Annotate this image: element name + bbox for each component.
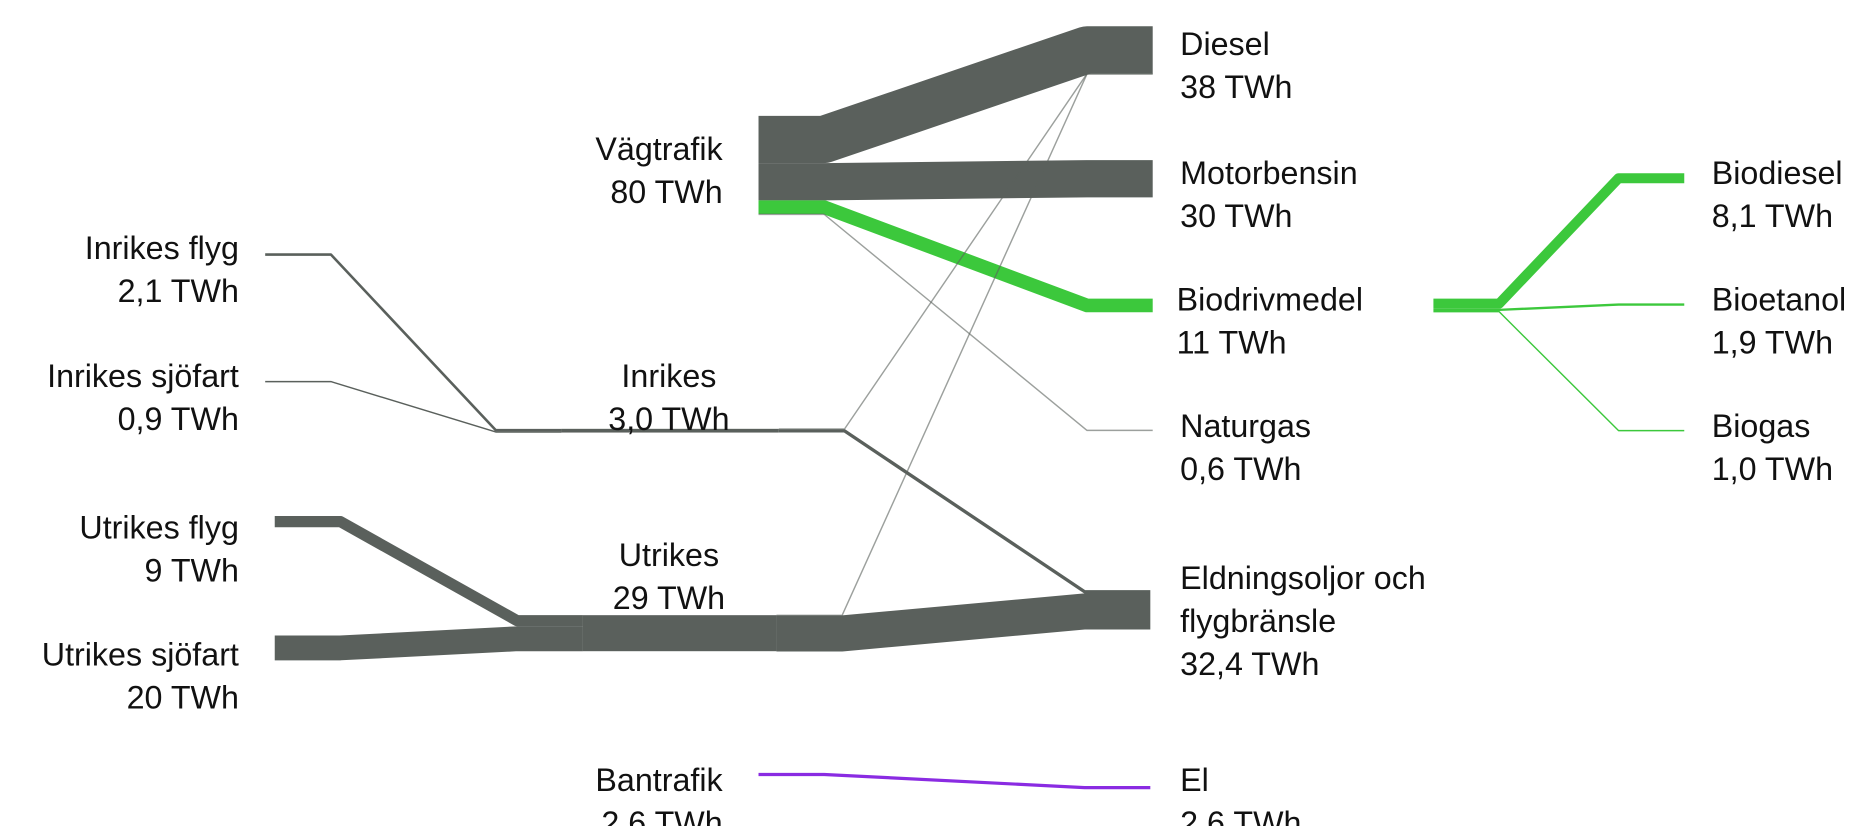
node-value-label: 2,6 TWh bbox=[601, 805, 722, 826]
node-value-label: 1,0 TWh bbox=[1712, 451, 1833, 487]
node-label: flygbränsle bbox=[1180, 603, 1336, 639]
link bbox=[1433, 173, 1685, 309]
node-value-label: 32,4 TWh bbox=[1180, 646, 1319, 682]
node-label: Inrikes flyg bbox=[85, 230, 239, 266]
link bbox=[776, 73, 1153, 617]
node-bar bbox=[561, 428, 779, 433]
link bbox=[778, 429, 1151, 594]
link bbox=[1433, 303, 1685, 312]
labels: Inrikes flyg 2,1 TWh Inrikes sjöfart 0,9 TW… bbox=[42, 26, 1846, 826]
link bbox=[758, 772, 1151, 790]
link bbox=[1433, 310, 1685, 432]
node-value-label: 20 TWh bbox=[127, 679, 239, 715]
node-value-label: 0,9 TWh bbox=[118, 401, 239, 437]
link bbox=[274, 626, 583, 661]
node-label: Biogas bbox=[1712, 408, 1811, 444]
node-value-label: 2,1 TWh bbox=[118, 273, 239, 309]
node-label: Biodrivmedel bbox=[1177, 282, 1363, 318]
node-bar bbox=[582, 615, 777, 652]
node-label: Inrikes sjöfart bbox=[47, 358, 239, 394]
node-label: Eldningsoljor och bbox=[1180, 560, 1426, 596]
node-label: El bbox=[1180, 762, 1209, 798]
node-label: Utrikes bbox=[619, 537, 719, 573]
node-value-label: 3,0 TWh bbox=[608, 401, 729, 437]
node-value-label: 11 TWh bbox=[1177, 325, 1287, 361]
node-value-label: 1,9 TWh bbox=[1712, 325, 1833, 361]
link bbox=[265, 253, 562, 432]
node-label: Utrikes flyg bbox=[79, 510, 239, 546]
node-value-label: 0,6 TWh bbox=[1180, 451, 1301, 487]
link bbox=[274, 516, 583, 627]
node-value-label: 80 TWh bbox=[610, 174, 722, 210]
node-value-label: 30 TWh bbox=[1180, 198, 1292, 234]
link bbox=[758, 200, 1153, 313]
node-label: Vägtrafik bbox=[595, 131, 723, 167]
link bbox=[758, 26, 1153, 164]
node-value-label: 8,1 TWh bbox=[1712, 198, 1833, 234]
node-label: Motorbensin bbox=[1180, 155, 1357, 191]
link bbox=[265, 380, 562, 433]
node-label: Biodiesel bbox=[1712, 155, 1843, 191]
node-label: Bantrafik bbox=[595, 762, 723, 798]
node-label: Diesel bbox=[1180, 26, 1270, 62]
node-label: Naturgas bbox=[1180, 408, 1311, 444]
node-label: Inrikes bbox=[621, 358, 716, 394]
node-value-label: 29 TWh bbox=[613, 580, 725, 616]
link bbox=[758, 160, 1153, 201]
links bbox=[265, 26, 1685, 790]
node-value-label: 38 TWh bbox=[1180, 69, 1292, 105]
link bbox=[776, 593, 1151, 652]
node-label: Utrikes sjöfart bbox=[42, 636, 239, 672]
node-value-label: 2,6 TWh bbox=[1180, 805, 1301, 826]
node-value-label: 9 TWh bbox=[145, 553, 239, 589]
node-label: Bioetanol bbox=[1712, 282, 1846, 318]
link bbox=[758, 213, 1153, 432]
